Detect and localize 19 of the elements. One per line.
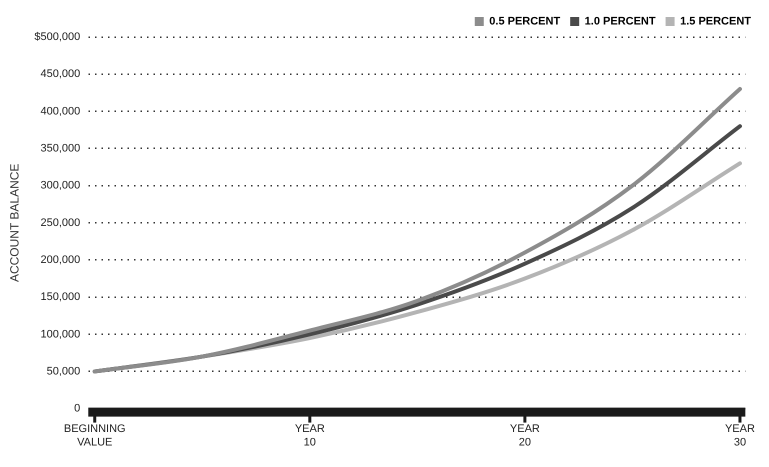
y-tick-label: 100,000 [40,328,80,340]
y-tick-label: 300,000 [40,180,80,192]
y-tick-label: 400,000 [40,105,80,118]
x-tick-label: YEAR 10 [294,423,325,448]
y-tick-label: 450,000 [40,68,80,80]
legend-label: 1.5 PERCENT [680,16,752,28]
y-tick-label: $500,000 [34,31,80,44]
x-tick-label: BEGINNING VALUE [64,423,126,448]
y-tick-label: 200,000 [40,254,80,266]
y-axis-title: ACCOUNT BALANCE [8,164,22,282]
legend-label: 1.0 PERCENT [584,16,656,28]
y-tick-label: 150,000 [40,291,80,304]
legend-label: 0.5 PERCENT [489,16,560,28]
y-tick-label: 250,000 [40,216,80,229]
x-tick-label: YEAR 20 [510,423,540,448]
x-tick-label: YEAR 30 [724,423,755,448]
y-tick-label: 50,000 [46,365,80,378]
y-tick-label: 350,000 [40,142,80,155]
y-tick-label: 0 [74,402,80,415]
